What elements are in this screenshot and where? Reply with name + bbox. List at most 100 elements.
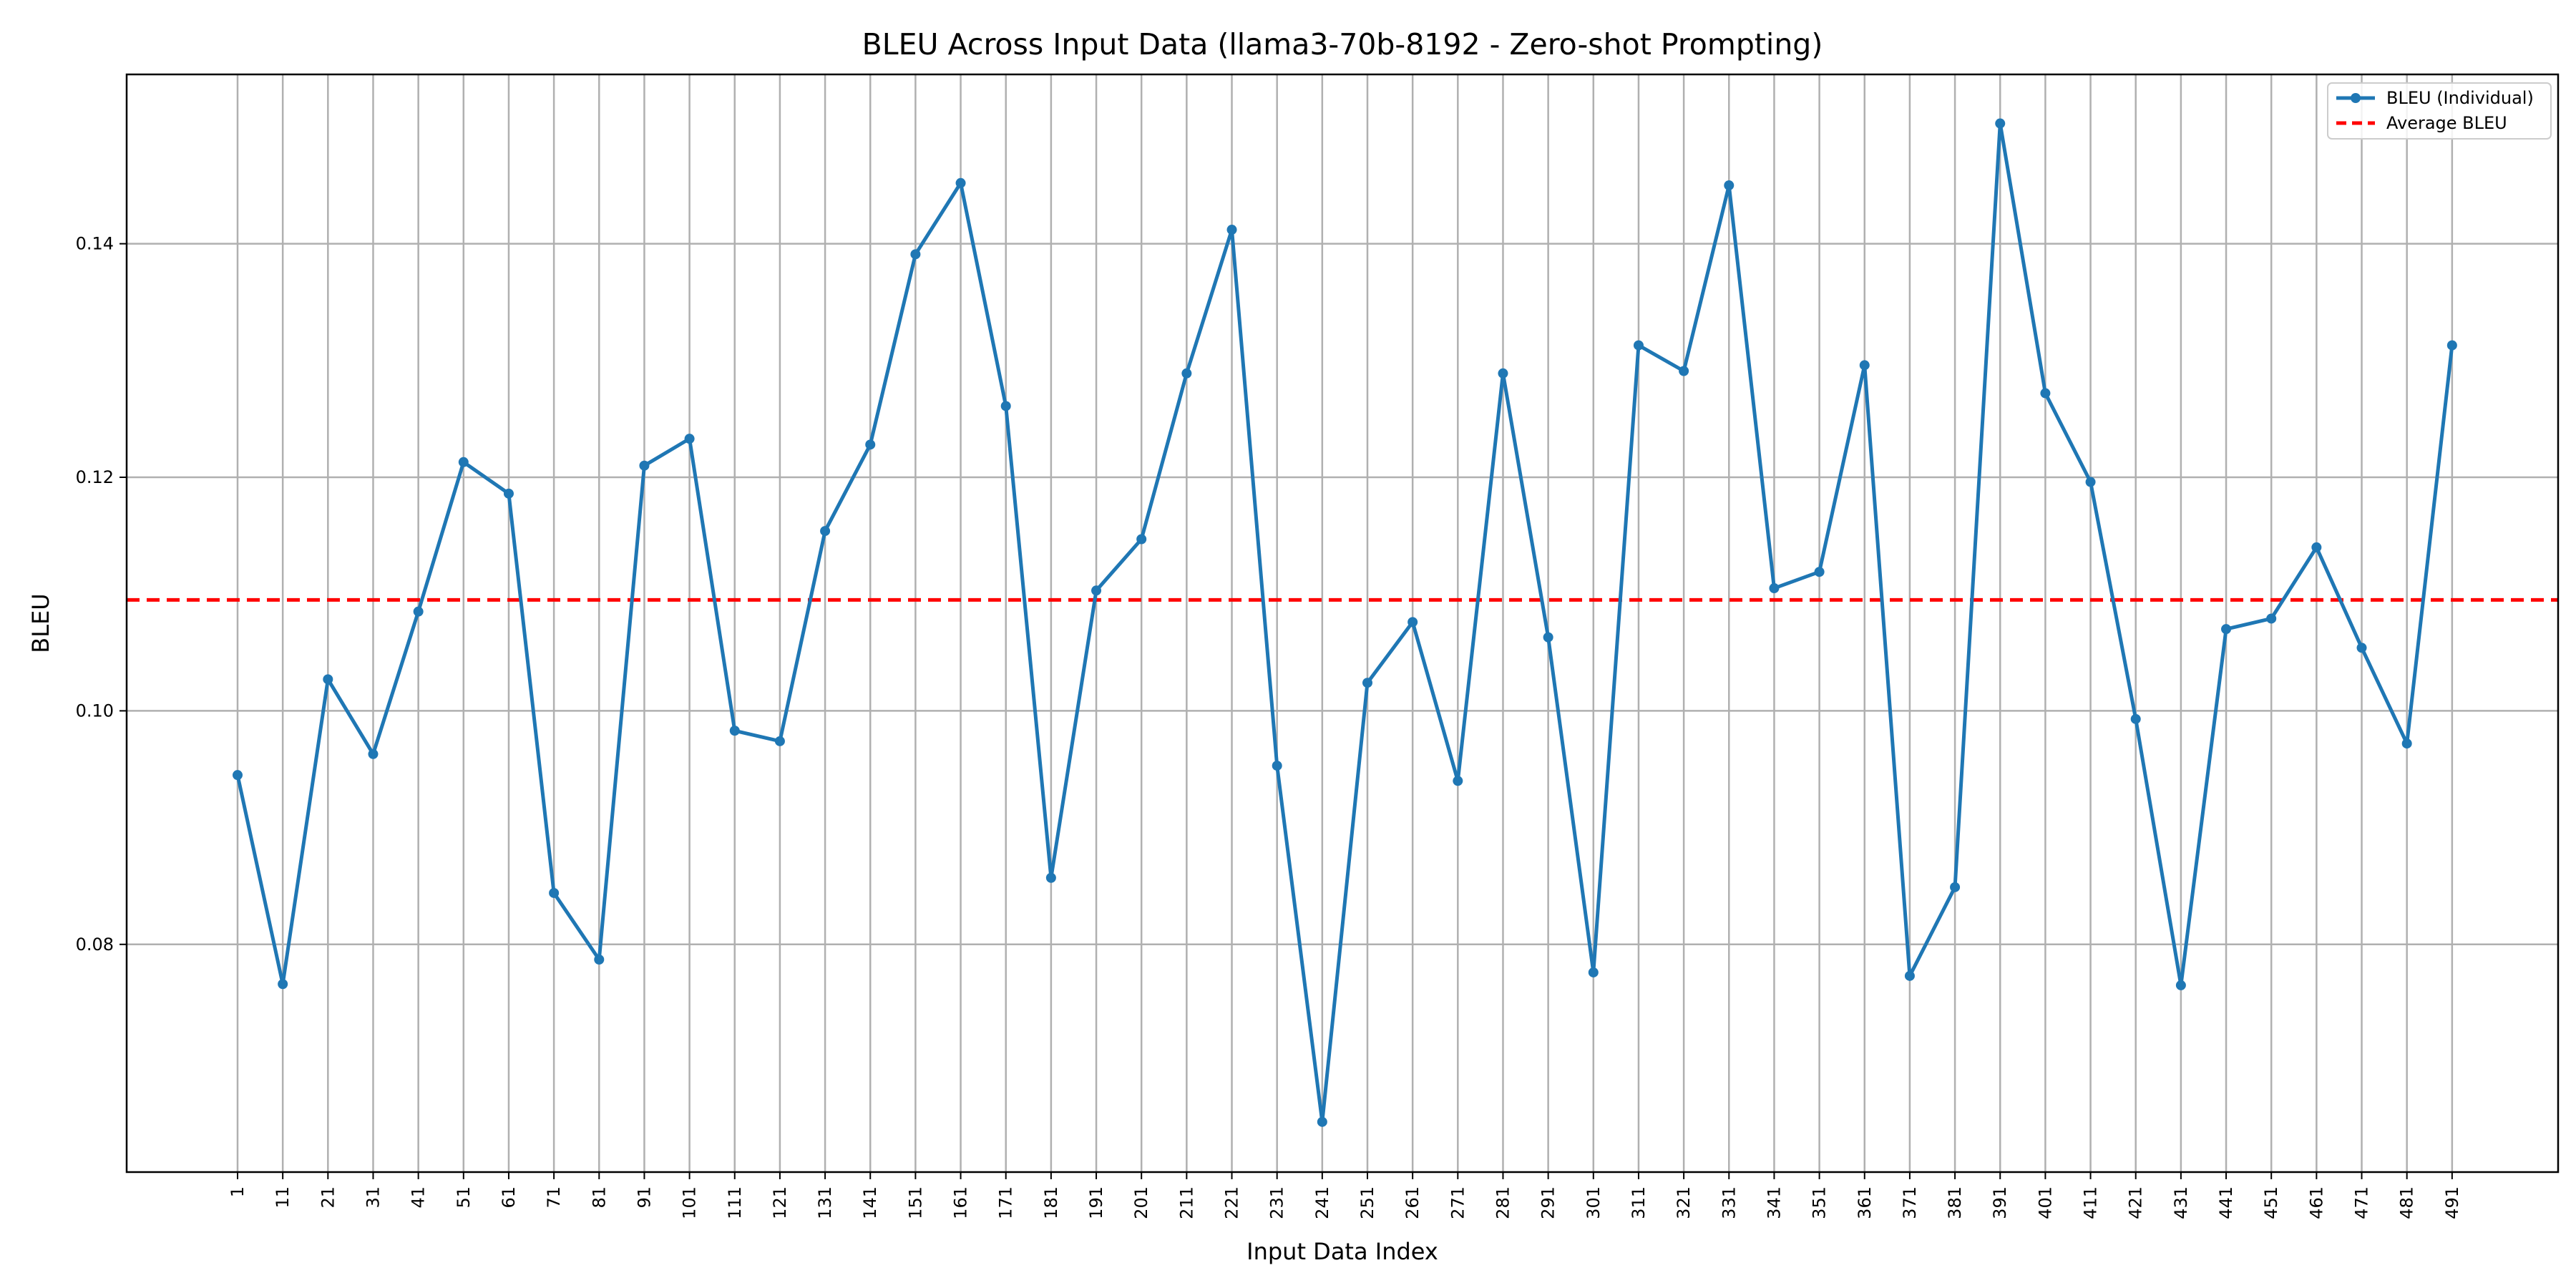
x-tick-label: 101 [680, 1186, 700, 1219]
grid-lines [127, 74, 2558, 1172]
x-tick-label: 211 [1176, 1186, 1196, 1219]
bleu-point [2221, 624, 2232, 635]
x-tick-label: 51 [454, 1186, 474, 1209]
x-tick-label: 21 [318, 1186, 338, 1209]
x-tick-label: 441 [2216, 1186, 2236, 1219]
y-axis-ticks: 0.08 0.10 0.12 0.14 [76, 234, 127, 955]
x-tick-label: 61 [499, 1186, 519, 1209]
bleu-point [1362, 678, 1372, 688]
y-tick-label: 0.14 [76, 234, 114, 254]
x-tick-label: 471 [2352, 1186, 2372, 1219]
bleu-point [413, 606, 424, 617]
bleu-point [233, 770, 243, 781]
bleu-point [1724, 180, 1735, 191]
bleu-point [955, 177, 966, 188]
x-tick-label: 321 [1674, 1186, 1694, 1219]
series-group [233, 118, 2457, 1127]
bleu-point [1226, 225, 1237, 235]
bleu-point [458, 457, 469, 467]
y-tick-label: 0.10 [76, 701, 114, 721]
plot-frame [125, 73, 2560, 1174]
bleu-point [1588, 967, 1599, 977]
bleu-point [1000, 401, 1011, 411]
bleu-point [2175, 980, 2186, 990]
bleu-point [594, 954, 605, 965]
bleu-point [1272, 761, 1282, 771]
y-axis-label: BLEU [27, 593, 54, 653]
bleu-series-line [235, 122, 2454, 1124]
bleu-point [278, 979, 288, 990]
x-tick-label: 81 [589, 1186, 609, 1209]
bleu-point [2130, 713, 2141, 724]
x-tick-label: 151 [905, 1186, 925, 1219]
bleu-point [2311, 542, 2322, 552]
x-tick-label: 191 [1086, 1186, 1106, 1219]
bleu-point [1181, 368, 1192, 379]
bleu-point [910, 249, 921, 260]
bleu-point [323, 674, 333, 685]
x-tick-label: 271 [1448, 1186, 1468, 1219]
bleu-point [2085, 477, 2096, 487]
bleu-point [865, 439, 876, 450]
x-tick-label: 171 [996, 1186, 1016, 1219]
bleu-point [820, 526, 831, 537]
bleu-point [639, 460, 650, 471]
x-tick-label: 181 [1041, 1186, 1061, 1219]
x-tick-label: 161 [951, 1186, 971, 1219]
bleu-point [503, 488, 514, 499]
x-axis-ticks: 1 11 21 31 41 51 61 71 81 91 101 111 121 131 141 151 161… [228, 1172, 2462, 1219]
x-tick-label: 491 [2442, 1186, 2462, 1219]
bleu-point [1904, 970, 1915, 981]
bleu-point [2356, 643, 2367, 653]
x-tick-label: 431 [2171, 1186, 2191, 1219]
x-tick-label: 231 [1267, 1186, 1287, 1219]
x-tick-label: 391 [1990, 1186, 2010, 1219]
x-tick-label: 31 [363, 1186, 383, 1209]
x-tick-label: 361 [1855, 1186, 1875, 1219]
x-axis-label: Input Data Index [1246, 1238, 1438, 1265]
bleu-point [1859, 360, 1870, 371]
x-tick-label: 1 [228, 1186, 248, 1197]
bleu-point [1045, 872, 1056, 883]
legend-marker-individual [2351, 93, 2361, 103]
x-tick-label: 311 [1629, 1186, 1649, 1219]
bleu-point [1091, 585, 1102, 596]
x-tick-label: 281 [1493, 1186, 1513, 1219]
y-tick-label: 0.08 [76, 935, 114, 955]
bleu-point [684, 434, 695, 444]
y-tick-label: 0.12 [76, 467, 114, 487]
x-tick-label: 451 [2261, 1186, 2281, 1219]
x-tick-label: 421 [2126, 1186, 2146, 1219]
legend-label-average: Average BLEU [2386, 113, 2507, 133]
bleu-point [1136, 534, 1147, 545]
bleu-point [2266, 613, 2277, 624]
x-tick-label: 371 [1900, 1186, 1920, 1219]
x-tick-label: 261 [1402, 1186, 1423, 1219]
chart-title: BLEU Across Input Data (llama3-70b-8192 … [862, 27, 1823, 62]
x-tick-label: 41 [409, 1186, 429, 1209]
bleu-point [1995, 118, 2006, 129]
bleu-point [1543, 632, 1553, 643]
x-tick-label: 351 [1810, 1186, 1830, 1219]
x-tick-label: 241 [1312, 1186, 1332, 1219]
x-tick-label: 251 [1357, 1186, 1377, 1219]
x-tick-label: 381 [1945, 1186, 1965, 1219]
bleu-point [1950, 882, 1961, 892]
x-tick-label: 221 [1222, 1186, 1242, 1219]
x-tick-label: 111 [725, 1186, 745, 1219]
bleu-point [1769, 583, 1780, 594]
x-tick-label: 201 [1131, 1186, 1151, 1219]
x-tick-label: 121 [770, 1186, 790, 1219]
bleu-point [1814, 567, 1825, 577]
bleu-point [1453, 776, 1463, 786]
x-tick-label: 141 [860, 1186, 880, 1219]
bleu-point [2040, 388, 2051, 399]
bleu-point [2446, 340, 2457, 351]
x-tick-label: 131 [815, 1186, 835, 1219]
legend-label-individual: BLEU (Individual) [2386, 88, 2534, 108]
x-tick-label: 481 [2397, 1186, 2417, 1219]
bleu-point [729, 726, 740, 736]
bleu-point [549, 887, 560, 898]
bleu-point [1633, 340, 1644, 351]
legend-box [2327, 82, 2552, 140]
